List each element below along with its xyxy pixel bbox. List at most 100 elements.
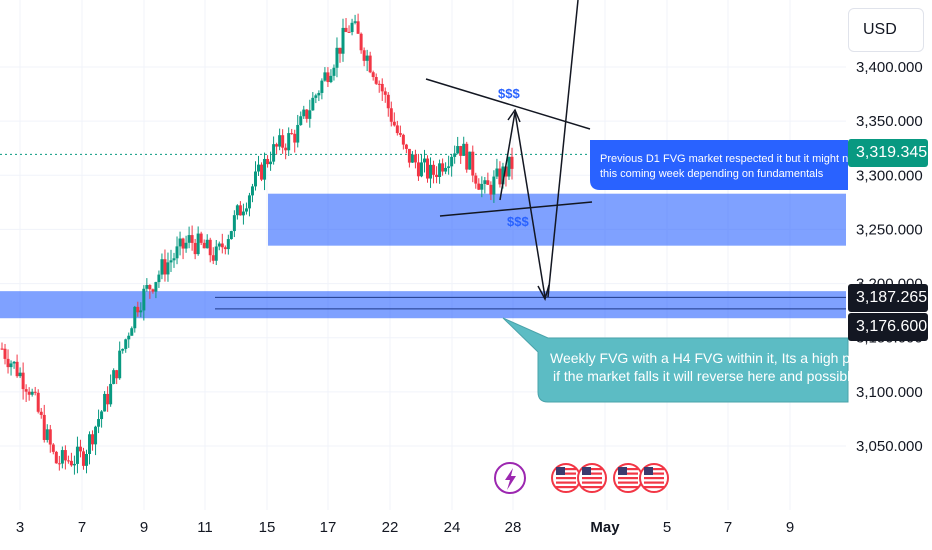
lightning-icon[interactable] [494, 462, 526, 494]
candle-body [398, 133, 402, 135]
candle-body [344, 27, 348, 32]
candle-body [60, 450, 64, 464]
level-tag-lower: 3,176.600 [848, 313, 928, 341]
date-tick-label: May [590, 519, 620, 536]
candle-body [281, 135, 285, 148]
candle-body [154, 282, 158, 292]
candle-body [432, 164, 436, 175]
candle-body [172, 258, 176, 261]
us-flag-icon[interactable] [613, 463, 643, 493]
date-tick-label: 24 [444, 519, 461, 536]
us-flag-icon[interactable] [551, 463, 581, 493]
candle-body [477, 183, 481, 190]
candle-body [133, 306, 137, 329]
triangle-lower-line[interactable] [439, 201, 593, 217]
price-tick-label: 3,050.000 [856, 438, 923, 455]
candle-body [332, 67, 336, 76]
candle-body [145, 285, 149, 289]
candle-body [305, 109, 309, 119]
candle-body [486, 180, 490, 185]
candle-body [91, 434, 95, 445]
candle-body [109, 383, 113, 405]
candle-body [238, 205, 242, 216]
projection-line[interactable] [547, 0, 579, 298]
us-flag-icon[interactable] [577, 463, 607, 493]
candle-body [471, 151, 475, 176]
candle-body [12, 361, 16, 364]
candle-body [36, 392, 40, 412]
candle-body [380, 83, 384, 92]
candle-body [54, 451, 58, 464]
weekly-fvg-zone[interactable] [0, 291, 846, 319]
candle-body [468, 151, 472, 170]
candle-body [27, 391, 31, 395]
candle-body [72, 463, 76, 466]
liquidity-label-top: $$$ [498, 86, 520, 101]
candle-body [462, 143, 466, 156]
candle-body [459, 146, 463, 156]
candle-body [302, 109, 306, 117]
candle-body [3, 348, 7, 359]
up-arrow-head [507, 108, 521, 123]
d1-fvg-note[interactable]: Previous D1 FVG market respected it but … [590, 140, 873, 190]
price-axis[interactable]: 3,400.0003,350.0003,300.0003,250.0003,20… [856, 59, 923, 455]
candle-body [290, 133, 294, 135]
candle-body [0, 348, 4, 350]
candle-body [293, 133, 297, 143]
currency-button[interactable]: USD [848, 8, 924, 52]
candle-body [205, 239, 209, 249]
weekly-fvg-note[interactable]: Weekly FVG with a H4 FVG within it, Its … [502, 317, 889, 403]
candle-body [202, 242, 206, 249]
candle-body [489, 184, 493, 195]
candle-body [211, 255, 215, 261]
up-arrow-line[interactable] [499, 111, 516, 201]
candle-body [260, 164, 264, 180]
candle-body [115, 370, 119, 379]
date-tick-label: 11 [197, 519, 213, 536]
candle-body [118, 350, 122, 379]
candle-body [88, 434, 92, 455]
candle-body [407, 148, 411, 163]
candle-body [199, 233, 203, 243]
candle-body [435, 174, 439, 177]
candle-body [217, 243, 221, 247]
candle-body [308, 110, 312, 119]
candle-body [401, 134, 405, 145]
candle-body [139, 310, 143, 313]
candle-body [9, 363, 13, 368]
candle-body [160, 259, 164, 275]
candle-body [157, 274, 161, 283]
date-axis[interactable]: 3 7 9 11 15 17 22 24 28 May 5 7 9 [16, 519, 794, 536]
candle-body [208, 239, 212, 256]
candle-body [296, 124, 300, 143]
down-arrow-line[interactable] [514, 111, 546, 298]
us-flag-icon[interactable] [639, 463, 669, 493]
candle-body [103, 393, 107, 412]
candle-body [311, 97, 315, 111]
candle-body [419, 162, 423, 177]
candle-body [175, 246, 179, 259]
candle-body [429, 164, 433, 179]
candle-body [18, 372, 22, 377]
candle-body [48, 429, 52, 445]
candle-body [247, 195, 251, 209]
candle-body [504, 166, 508, 177]
candle-body [142, 288, 146, 311]
candle-body [163, 259, 167, 275]
fvg-zones [0, 193, 846, 319]
candle-body [39, 411, 43, 415]
candle-body [269, 161, 273, 165]
date-tick-label: 22 [382, 519, 399, 536]
candle-body [24, 389, 28, 392]
candle-body [410, 154, 414, 163]
price-tick-label: 3,300.000 [856, 167, 923, 184]
candle-body [6, 358, 10, 368]
level-tag-upper: 3,187.265 [848, 284, 928, 312]
down-arrow-head [537, 284, 550, 301]
triangle-upper-line[interactable] [425, 78, 591, 130]
liquidity-label-bottom: $$$ [507, 214, 529, 229]
candle-body [389, 108, 393, 122]
candle-body [266, 158, 270, 165]
candle-body [190, 235, 194, 243]
